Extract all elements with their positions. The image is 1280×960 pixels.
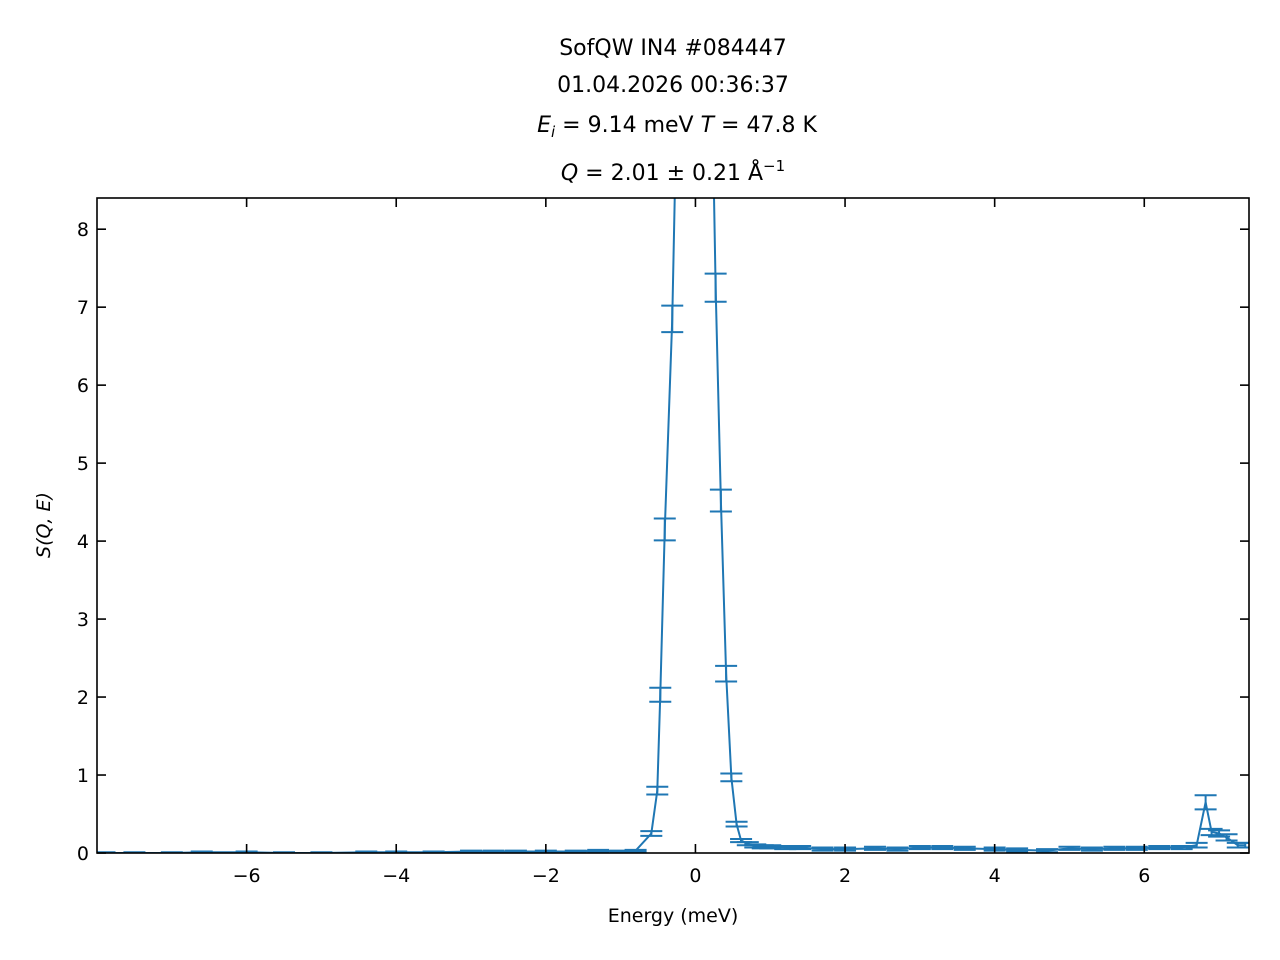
error-bar	[504, 849, 527, 853]
title-part: Q	[561, 161, 578, 186]
error-bar	[1080, 846, 1103, 852]
title-part: −1	[763, 157, 785, 175]
error-bar	[704, 272, 727, 303]
error-bar	[1103, 845, 1126, 851]
error-bar	[709, 488, 732, 513]
error-bar	[720, 772, 743, 783]
title-line: Q = 2.01 ± 0.21 Å−1	[561, 157, 785, 186]
error-bar	[1215, 833, 1238, 842]
y-tick-label: 1	[77, 765, 89, 787]
title-part: 01.04.2026 00:36:37	[557, 73, 789, 98]
error-bar	[1234, 841, 1249, 849]
error-bar	[482, 849, 505, 853]
error-bar	[725, 820, 748, 828]
error-bar	[653, 517, 676, 542]
error-bar	[953, 845, 976, 851]
title-line: 01.04.2026 00:36:37	[557, 73, 789, 98]
y-tick-label: 6	[77, 375, 89, 397]
title-line: Ei = 9.14 meV T = 47.8 K	[537, 113, 817, 141]
error-bar	[1058, 845, 1081, 851]
error-bar	[624, 848, 647, 853]
error-bar	[1148, 844, 1171, 851]
x-tick-label: −6	[233, 865, 261, 887]
error-bar	[1194, 794, 1217, 811]
error-bar	[811, 846, 834, 852]
error-bar	[646, 785, 669, 796]
title-part: SofQW IN4 #084447	[559, 36, 787, 61]
title-part: i	[551, 123, 556, 141]
axes-frame	[96, 197, 1250, 854]
title-part: = 2.01 ± 0.21 Å	[578, 159, 763, 186]
error-bar	[789, 844, 812, 851]
error-bar	[564, 849, 587, 853]
x-tick-label: 6	[1138, 865, 1150, 887]
x-tick-label: 2	[839, 865, 851, 887]
y-tick-label: 0	[77, 843, 89, 865]
error-bar	[640, 830, 663, 837]
error-bar	[1170, 844, 1193, 851]
y-tick-label: 7	[77, 297, 89, 319]
x-tick-label: −4	[382, 865, 410, 887]
title-part: = 9.14 meV	[555, 113, 700, 138]
title-part: E	[537, 113, 551, 138]
error-bar	[931, 844, 954, 851]
error-bar	[649, 686, 672, 703]
y-tick-label: 4	[77, 531, 89, 553]
error-bar	[908, 844, 931, 851]
error-bar	[715, 664, 738, 683]
y-axis-label: S(Q, E)	[33, 492, 55, 558]
error-bar	[1185, 841, 1208, 849]
error-bar	[460, 849, 483, 853]
y-tick-label: 5	[77, 453, 89, 475]
y-tick-label: 3	[77, 609, 89, 631]
title-part: = 47.8 K	[714, 113, 817, 138]
x-tick-label: 4	[989, 865, 1001, 887]
error-bar	[886, 846, 909, 852]
x-axis-label: Energy (meV)	[608, 905, 739, 927]
error-bar	[587, 848, 610, 853]
error-bar	[1006, 847, 1029, 853]
title-line: SofQW IN4 #084447	[559, 36, 787, 61]
y-tick-label: 2	[77, 687, 89, 709]
title-part: T	[701, 113, 716, 138]
y-tick-label: 8	[77, 219, 89, 241]
error-bar	[863, 845, 886, 851]
x-tick-label: 0	[689, 865, 701, 887]
x-tick-label: −2	[532, 865, 560, 887]
error-bar	[661, 304, 684, 334]
